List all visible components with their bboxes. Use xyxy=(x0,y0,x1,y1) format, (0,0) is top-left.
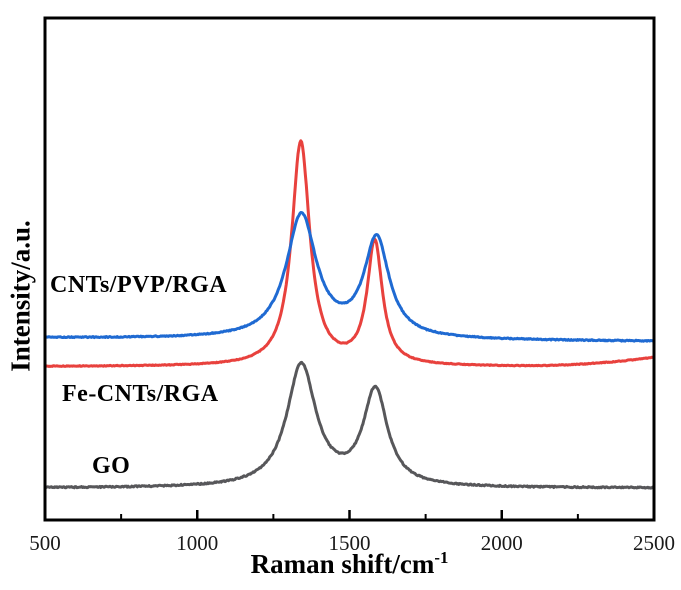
y-axis-title: Intensity/a.u. xyxy=(5,220,36,372)
x-tick-label-1000: 1000 xyxy=(176,531,219,555)
series-label-go: GO xyxy=(92,453,131,479)
series-label-cnts-pvp-rga: CNTs/PVP/RGA xyxy=(50,272,228,298)
spectrum-curve-go xyxy=(43,360,655,490)
x-axis-title: Raman shift/cm-1 xyxy=(45,548,654,580)
series-label-fe-cnts-rga: Fe-CNTs/RGA xyxy=(62,381,219,407)
x-tick-label-2000: 2000 xyxy=(480,531,523,555)
x-tick-label-1500: 1500 xyxy=(328,531,371,555)
spectrum-curve-fe-cnts-rga xyxy=(43,139,655,368)
x-tick-label-500: 500 xyxy=(29,531,61,555)
plot-frame xyxy=(43,16,656,522)
x-axis-title-text: Raman shift/cm xyxy=(250,549,435,579)
spectrum-curve-cnts-pvp-rga xyxy=(43,211,655,343)
x-tick-label-2500: 2500 xyxy=(633,531,675,555)
x-axis-title-superscript: -1 xyxy=(434,548,449,567)
